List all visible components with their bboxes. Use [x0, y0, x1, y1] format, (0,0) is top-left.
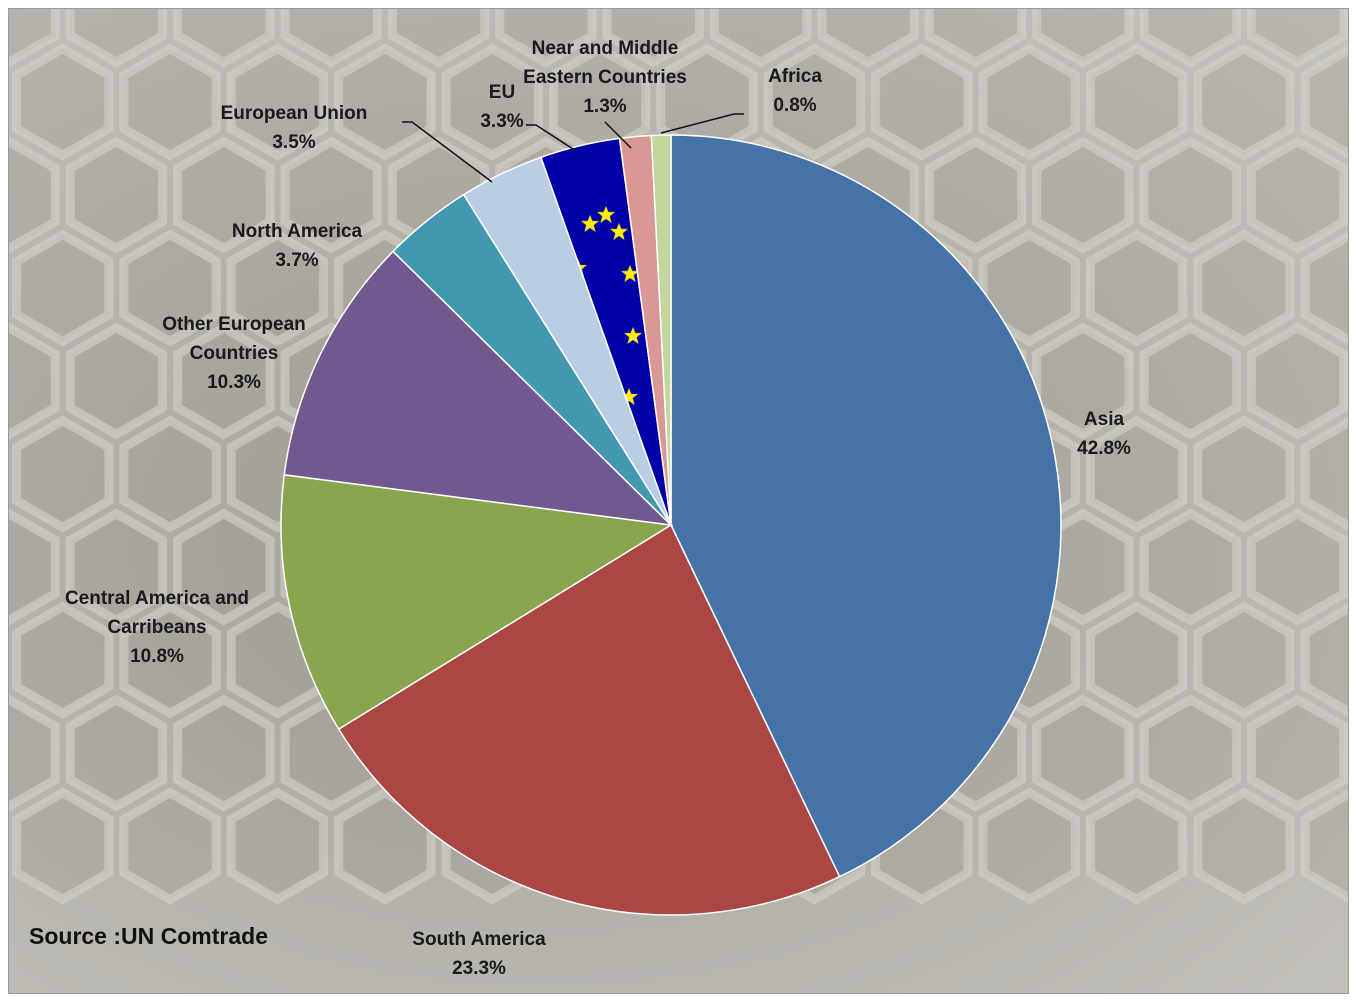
pie-chart: Asia 42.8% South America 23.3% Central Ameri…	[65, 38, 1131, 979]
slice-value-label: 23.3%	[452, 958, 506, 979]
slice-label-central-america-and-carribeans: Central America and Carribeans 10.8%	[65, 588, 249, 667]
slice-value-label: 10.3%	[207, 372, 261, 393]
slice-category-line: Other European	[162, 314, 306, 335]
slice-value-label: 3.5%	[272, 132, 315, 153]
slice-category-line: Central America and	[65, 588, 249, 609]
leader-line-africa	[660, 113, 744, 134]
pie-slice-africa	[650, 134, 672, 526]
source-note: Source :UN Comtrade	[29, 923, 268, 949]
slice-value-label: 1.3%	[583, 96, 626, 117]
slice-category-line: European Union	[221, 103, 368, 124]
chart-frame: Asia 42.8% South America 23.3% Central Ameri…	[8, 8, 1349, 994]
pie-slice-south-america	[337, 523, 841, 916]
slice-label-africa: Africa 0.8%	[768, 66, 822, 116]
slice-value-label: 3.3%	[480, 111, 523, 132]
slice-label-asia: Asia 42.8%	[1077, 409, 1131, 459]
slice-value-label: 0.8%	[773, 95, 816, 116]
slice-label-south-america: South America 23.3%	[412, 929, 546, 979]
slice-category-line: Near and Middle	[532, 38, 679, 59]
slice-category-line: Countries	[190, 343, 279, 364]
slice-category-line: Asia	[1084, 409, 1125, 430]
slice-value-label: 10.8%	[130, 646, 184, 667]
slice-category-line: South America	[412, 929, 546, 950]
slice-label-eu: EU 3.3%	[480, 82, 523, 132]
leader-line-european-union	[402, 121, 493, 183]
pie-slice-central-america-and-carribeans	[280, 473, 674, 731]
slice-label-european-union: European Union 3.5%	[221, 103, 368, 153]
pie-slice-other-european-countries	[283, 250, 674, 527]
slice-label-near-and-middle-eastern-countries: Near and Middle Eastern Countries 1.3%	[523, 38, 687, 117]
slice-category-line: North America	[232, 221, 363, 242]
leader-line-eu	[526, 124, 577, 152]
leader-line-near-and-middle-eastern-countries	[604, 121, 632, 149]
slice-label-north-america: North America 3.7%	[232, 221, 363, 271]
slice-category-line: Eastern Countries	[523, 67, 687, 88]
slice-label-other-european-countries: Other European Countries 10.3%	[162, 314, 306, 393]
slice-category-line: EU	[489, 82, 515, 103]
slice-category-line: Carribeans	[107, 617, 206, 638]
slice-value-label: 3.7%	[275, 250, 318, 271]
slice-value-label: 42.8%	[1077, 438, 1131, 459]
pie-slice-asia	[670, 134, 1062, 878]
slice-category-line: Africa	[768, 66, 822, 87]
